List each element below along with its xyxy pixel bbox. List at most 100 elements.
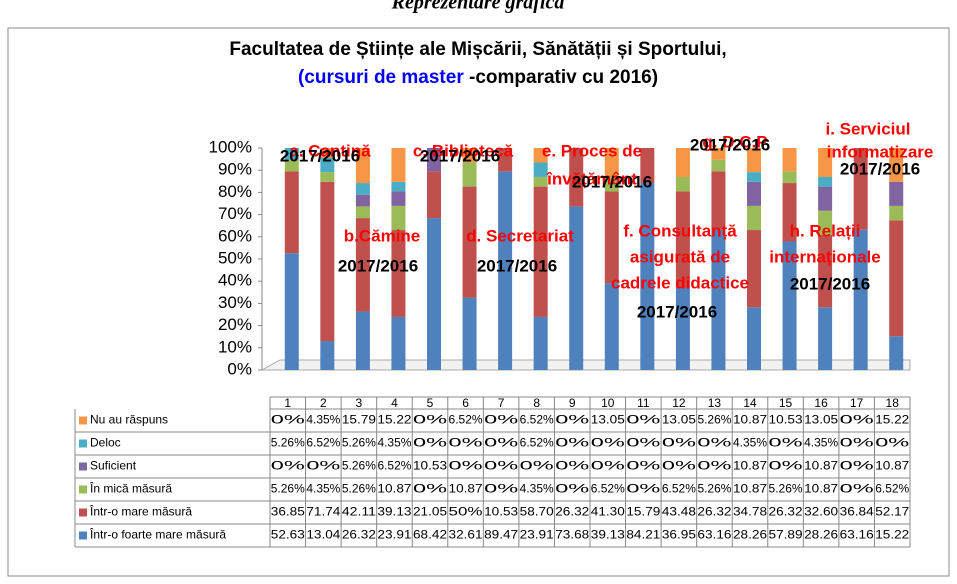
- legend-label: Într-o foarte mare măsură: [89, 527, 226, 542]
- annotation: 2017/2016: [338, 256, 418, 275]
- bar-segment: [284, 171, 299, 254]
- table-cell: 10.87: [875, 459, 909, 473]
- table-cell: 13.05: [591, 413, 625, 427]
- bar-segment: [462, 186, 477, 298]
- table-cell: 0%: [555, 413, 590, 427]
- table-cell: 0%: [840, 413, 875, 427]
- bar-segment: [818, 210, 833, 235]
- bar-segment: [711, 229, 726, 370]
- bar-segment: [355, 206, 370, 219]
- x-tick-label: 18: [886, 396, 900, 410]
- table-cell: 6.52%: [449, 413, 483, 427]
- bar-segment: [462, 162, 477, 187]
- table-cell: 0%: [306, 459, 341, 473]
- annotation: informatizare: [827, 142, 934, 161]
- bar-segment: [391, 148, 406, 182]
- table-cell: 4.35%: [306, 482, 340, 496]
- table-cell: 0%: [484, 436, 519, 450]
- bar-segment: [853, 148, 868, 230]
- table-cell: 15.22: [377, 413, 411, 427]
- bar-segment: [853, 229, 868, 370]
- table-cell: 4.35%: [733, 436, 767, 450]
- bar-segment: [320, 341, 335, 370]
- table-cell: 0%: [449, 436, 484, 450]
- annotation: 2017/2016: [572, 172, 652, 191]
- annotation: internaționale: [769, 247, 880, 266]
- table-cell: 58.70: [520, 505, 554, 519]
- bar-segment: [604, 148, 619, 177]
- table-cell: 15.22: [875, 413, 909, 427]
- table-cell: 4.35%: [306, 413, 340, 427]
- annotation: 2017/2016: [637, 302, 717, 321]
- legend-label: Într-o mare măsură: [89, 504, 192, 519]
- table-cell: 5.26%: [271, 436, 305, 450]
- bar-segment: [391, 181, 406, 192]
- x-tick-label: 7: [498, 396, 505, 410]
- table-cell: 4.35%: [377, 436, 411, 450]
- bar-segment: [391, 191, 406, 206]
- bar-segment: [711, 159, 726, 172]
- table-cell: 0%: [449, 459, 484, 473]
- x-tick-label: 17: [850, 396, 864, 410]
- bar-segment: [711, 171, 726, 230]
- table-cell: 26.32: [697, 505, 731, 519]
- bar-segment: [320, 181, 335, 342]
- bar-segment: [355, 218, 370, 312]
- bar-segment: [355, 311, 370, 370]
- annotation: g. D.C.P: [702, 132, 767, 151]
- bar-segment: [462, 148, 477, 163]
- bar-segment: [284, 148, 299, 160]
- legend-swatch: [79, 416, 87, 425]
- bar-segment: [640, 183, 655, 370]
- table-cell: 50%: [449, 505, 483, 519]
- table-cell: 0%: [484, 482, 519, 496]
- annotation: asigurată de: [630, 247, 730, 266]
- table-cell: 71.74: [306, 505, 340, 519]
- bar-segment: [284, 159, 299, 172]
- annotation: 2017/2016: [477, 256, 557, 275]
- bar-segment: [747, 205, 761, 231]
- table-cell: 0%: [271, 413, 306, 427]
- table-cell: 0%: [591, 436, 626, 450]
- bar-segment: [818, 186, 833, 211]
- legend-swatch: [79, 531, 87, 540]
- table-cell: 10.87: [804, 459, 838, 473]
- table-cell: 6.52%: [377, 459, 411, 473]
- table-cell: 5.26%: [697, 482, 731, 496]
- table-cell: 41.30: [591, 505, 625, 519]
- legend-swatch: [79, 485, 87, 494]
- table-cell: 15.79: [342, 413, 376, 427]
- bar-segment: [818, 307, 833, 370]
- table-cell: 10.87: [804, 482, 838, 496]
- annotation: i. Serviciul: [825, 119, 910, 138]
- bar-segment: [533, 148, 548, 163]
- table-cell: 0%: [413, 413, 448, 427]
- table-cell: 0%: [662, 459, 697, 473]
- bar-segment: [889, 205, 904, 221]
- y-tick-label: 80%: [218, 182, 252, 201]
- x-tick-label: 10: [601, 396, 615, 410]
- table-cell: 0%: [484, 459, 519, 473]
- x-tick-label: 12: [672, 396, 686, 410]
- table-cell: 26.32: [342, 528, 376, 542]
- bar-segment: [462, 297, 477, 370]
- y-tick-label: 60%: [218, 226, 252, 245]
- x-tick-label: 5: [427, 396, 434, 410]
- annotation: b.Cămine: [344, 226, 421, 245]
- bar-segment: [284, 253, 299, 370]
- table-cell: 23.91: [520, 528, 554, 542]
- bar-segment: [569, 206, 584, 370]
- table-cell: 10.87: [733, 459, 767, 473]
- bar-segment: [782, 148, 797, 172]
- table-cell: 13.05: [662, 413, 696, 427]
- x-tick-label: 15: [779, 396, 793, 410]
- legend-label: Deloc: [90, 436, 121, 450]
- table-cell: 5.26%: [342, 482, 376, 496]
- bar-segment: [818, 176, 833, 187]
- bar-segment: [320, 172, 335, 182]
- table-cell: 63.16: [840, 528, 874, 542]
- bar-segment: [675, 287, 690, 370]
- legend-label: Suficient: [90, 459, 137, 473]
- table-cell: 26.32: [769, 505, 803, 519]
- annotation: 2017/2016: [420, 146, 500, 165]
